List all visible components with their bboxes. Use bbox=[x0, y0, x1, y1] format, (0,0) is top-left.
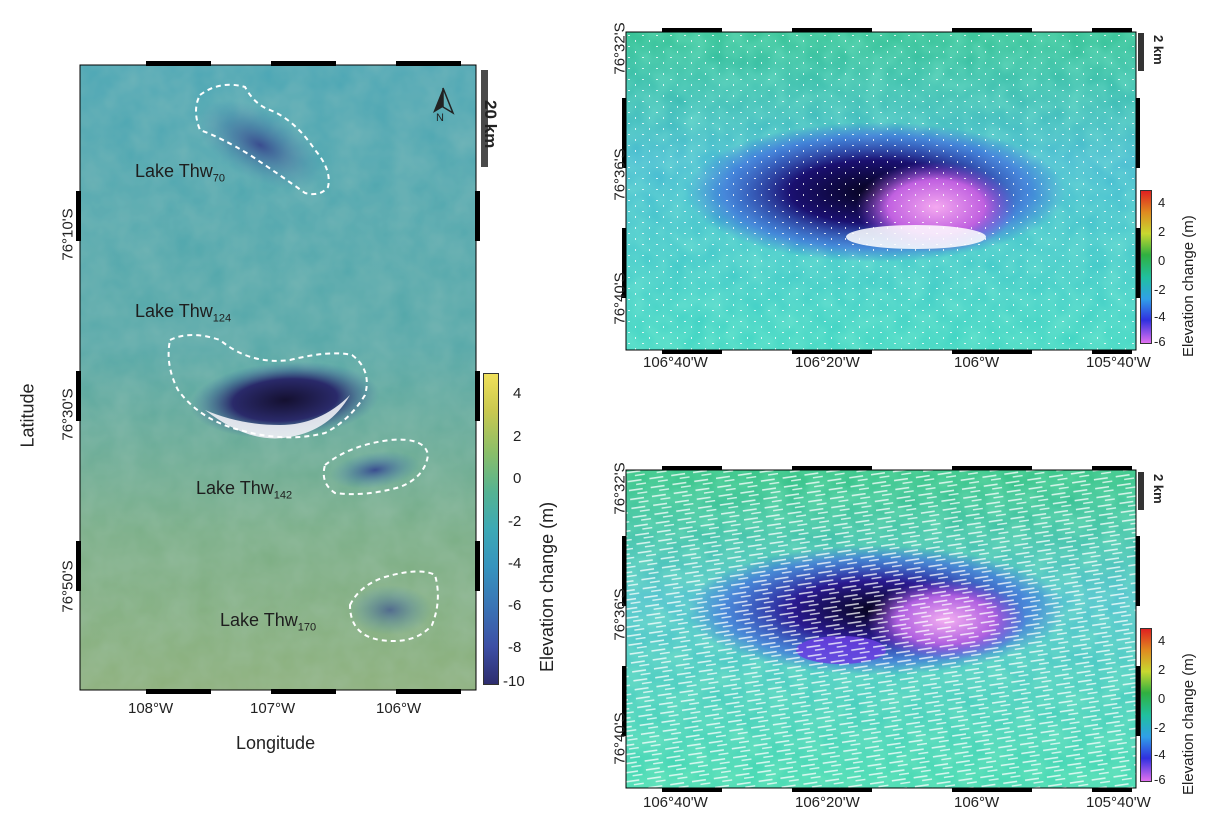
left-map: N Lake Thw70 Lake Thw124 Lake Thw142 Lak… bbox=[80, 65, 476, 690]
left-map-border bbox=[76, 61, 480, 694]
lake-label-thw170: Lake Thw170 bbox=[220, 610, 317, 634]
rt-cb-tick-m6: -6 bbox=[1154, 334, 1166, 349]
x-tick-108w: 108°W bbox=[128, 700, 174, 717]
rb-cb-tick-0: 0 bbox=[1158, 691, 1166, 706]
cb-tick-m10: -10 bbox=[503, 673, 525, 690]
cb-tick-2: 2 bbox=[513, 428, 522, 445]
cb-tick-0: 0 bbox=[513, 470, 522, 487]
left-map-canvas bbox=[80, 65, 476, 690]
cb-tick-m4: -4 bbox=[508, 555, 522, 572]
x-tick-106w: 106°W bbox=[376, 700, 422, 717]
rt-y-tick-1: 76°36'S bbox=[611, 148, 629, 201]
right-bottom-map bbox=[626, 470, 1136, 788]
x-tick-107w: 107°W bbox=[250, 700, 296, 717]
right-top-scale-bar bbox=[1138, 33, 1144, 71]
rt-cb-tick-2: 2 bbox=[1158, 224, 1166, 239]
lake-label-thw70: Lake Thw70 bbox=[135, 161, 225, 185]
rb-y-tick-1: 76°36'S bbox=[611, 588, 629, 641]
lake-label-thw124: Lake Thw124 bbox=[135, 301, 232, 325]
rt-cb-tick-4: 4 bbox=[1158, 195, 1166, 210]
rt-y-tick-2: 76°40'S bbox=[611, 272, 629, 325]
rb-cb-tick-4: 4 bbox=[1158, 633, 1166, 648]
x-axis-label: Longitude bbox=[236, 733, 316, 753]
cb-tick-m6: -6 bbox=[508, 597, 522, 614]
right-bottom-border bbox=[622, 466, 1140, 792]
right-top-colorbar bbox=[1140, 190, 1152, 344]
left-colorbar-title: Elevation change (m) bbox=[537, 501, 557, 672]
cb-tick-m2: -2 bbox=[508, 513, 522, 530]
right-top-canvas bbox=[626, 32, 1136, 350]
y-tick-76-10s: 76°10'S bbox=[59, 208, 77, 261]
right-bottom-canvas bbox=[626, 470, 1136, 788]
rb-cb-tick-m2: -2 bbox=[1154, 720, 1166, 735]
cb-tick-m8: -8 bbox=[508, 639, 522, 656]
right-bottom-scale-bar bbox=[1138, 472, 1144, 510]
rt-x-tick-3: 105°40'W bbox=[1086, 354, 1151, 371]
left-colorbar bbox=[483, 373, 499, 685]
scale-bar-label: 20 km bbox=[481, 100, 500, 149]
y-tick-76-30s: 76°30'S bbox=[59, 388, 77, 441]
lake-label-thw142: Lake Thw142 bbox=[196, 478, 293, 502]
y-axis-label: Latitude bbox=[17, 383, 38, 448]
rb-cb-tick-m6: -6 bbox=[1154, 772, 1166, 787]
rt-cb-tick-0: 0 bbox=[1158, 253, 1166, 268]
rt-x-tick-1: 106°20'W bbox=[795, 354, 860, 371]
rb-x-tick-3: 105°40'W bbox=[1086, 794, 1151, 811]
right-bottom-scale-label: 2 km bbox=[1151, 474, 1166, 504]
rt-cb-tick-m2: -2 bbox=[1154, 282, 1166, 297]
north-label: N bbox=[436, 112, 444, 124]
scale-bar bbox=[481, 70, 488, 167]
right-top-map bbox=[626, 32, 1136, 350]
right-top-scale-label: 2 km bbox=[1151, 35, 1166, 65]
rb-y-tick-2: 76°40'S bbox=[611, 712, 629, 765]
cb-tick-4: 4 bbox=[513, 385, 522, 402]
rb-x-tick-2: 106°W bbox=[954, 794, 1000, 811]
rt-y-tick-0: 76°32'S bbox=[611, 22, 629, 75]
rb-y-tick-0: 76°32'S bbox=[611, 462, 629, 515]
north-arrow-icon bbox=[433, 87, 455, 115]
rb-x-tick-0: 106°40'W bbox=[643, 794, 708, 811]
rb-cb-tick-2: 2 bbox=[1158, 662, 1166, 677]
rt-colorbar-title: Elevation change (m) bbox=[1180, 215, 1197, 357]
rb-colorbar-title: Elevation change (m) bbox=[1180, 653, 1197, 795]
rb-x-tick-1: 106°20'W bbox=[795, 794, 860, 811]
rt-x-tick-0: 106°40'W bbox=[643, 354, 708, 371]
right-bottom-colorbar bbox=[1140, 628, 1152, 782]
rt-cb-tick-m4: -4 bbox=[1154, 309, 1166, 324]
rb-cb-tick-m4: -4 bbox=[1154, 747, 1166, 762]
rt-x-tick-2: 106°W bbox=[954, 354, 1000, 371]
right-top-border bbox=[622, 28, 1140, 354]
y-tick-76-50s: 76°50'S bbox=[59, 560, 77, 613]
